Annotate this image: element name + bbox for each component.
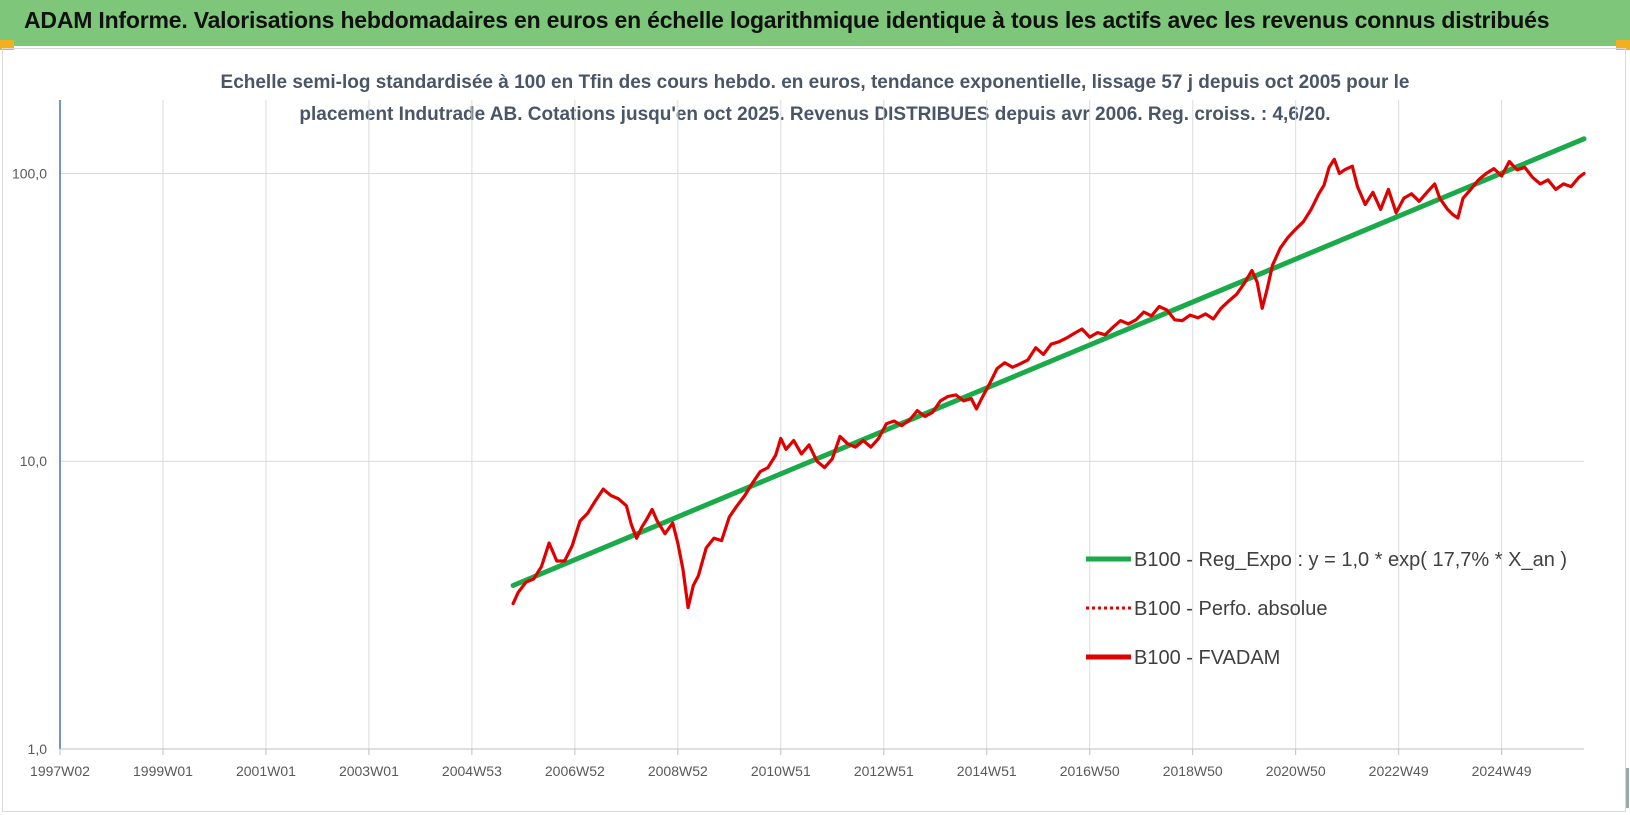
x-tick-label: 1999W01 [133,763,193,779]
corner-mark-left [0,40,14,50]
x-tick-label: 2004W53 [442,763,502,779]
series [510,136,1587,610]
x-tick-label: 2014W51 [957,763,1017,779]
x-tick-label: 2012W51 [854,763,914,779]
legend: B100 - Reg_Expo : y = 1,0 * exp( 17,7% *… [1086,549,1567,669]
x-tick-label: 2001W01 [236,763,296,779]
legend-label-2: B100 - FVADAM [1134,647,1280,669]
x-tick-label: 2006W52 [545,763,605,779]
chart-title-line1: Echelle semi-log standardisée à 100 en T… [220,72,1410,93]
x-tick-label: 2024W49 [1472,763,1532,779]
grid [59,100,1584,750]
x-tick-label: 2010W51 [751,763,811,779]
x-tick-label: 2020W50 [1266,763,1326,779]
legend-label-1: B100 - Perfo. absolue [1134,598,1327,620]
frame-edge-mark [1626,768,1629,808]
x-tick-label: 2018W50 [1163,763,1223,779]
chart-title-line2: placement Indutrade AB. Cotations jusqu'… [299,104,1331,125]
legend-label-0: B100 - Reg_Expo : y = 1,0 * exp( 17,7% *… [1134,549,1567,571]
x-tick-label: 2008W52 [648,763,708,779]
header-banner: ADAM Informe. Valorisations hebdomadaire… [0,0,1630,46]
series-line-2 [511,157,1586,610]
header-title: ADAM Informe. Valorisations hebdomadaire… [24,7,1550,33]
y-tick-label: 1,0 [28,741,48,757]
x-tick-label: 2016W50 [1060,763,1120,779]
x-tick-label: 2003W01 [339,763,399,779]
x-tick-label: 1997W02 [30,763,90,779]
y-tick-label: 10,0 [20,453,47,469]
x-tick-label: 2022W49 [1369,763,1429,779]
axes: 1997W02 1999W01 2001W01 2003W01 2004W53 2006W… [12,100,1584,779]
y-tick-label: 100,0 [12,165,47,181]
corner-mark-right [1616,40,1630,50]
chart-frame [2,48,1626,812]
series-line-0 [510,136,1587,588]
